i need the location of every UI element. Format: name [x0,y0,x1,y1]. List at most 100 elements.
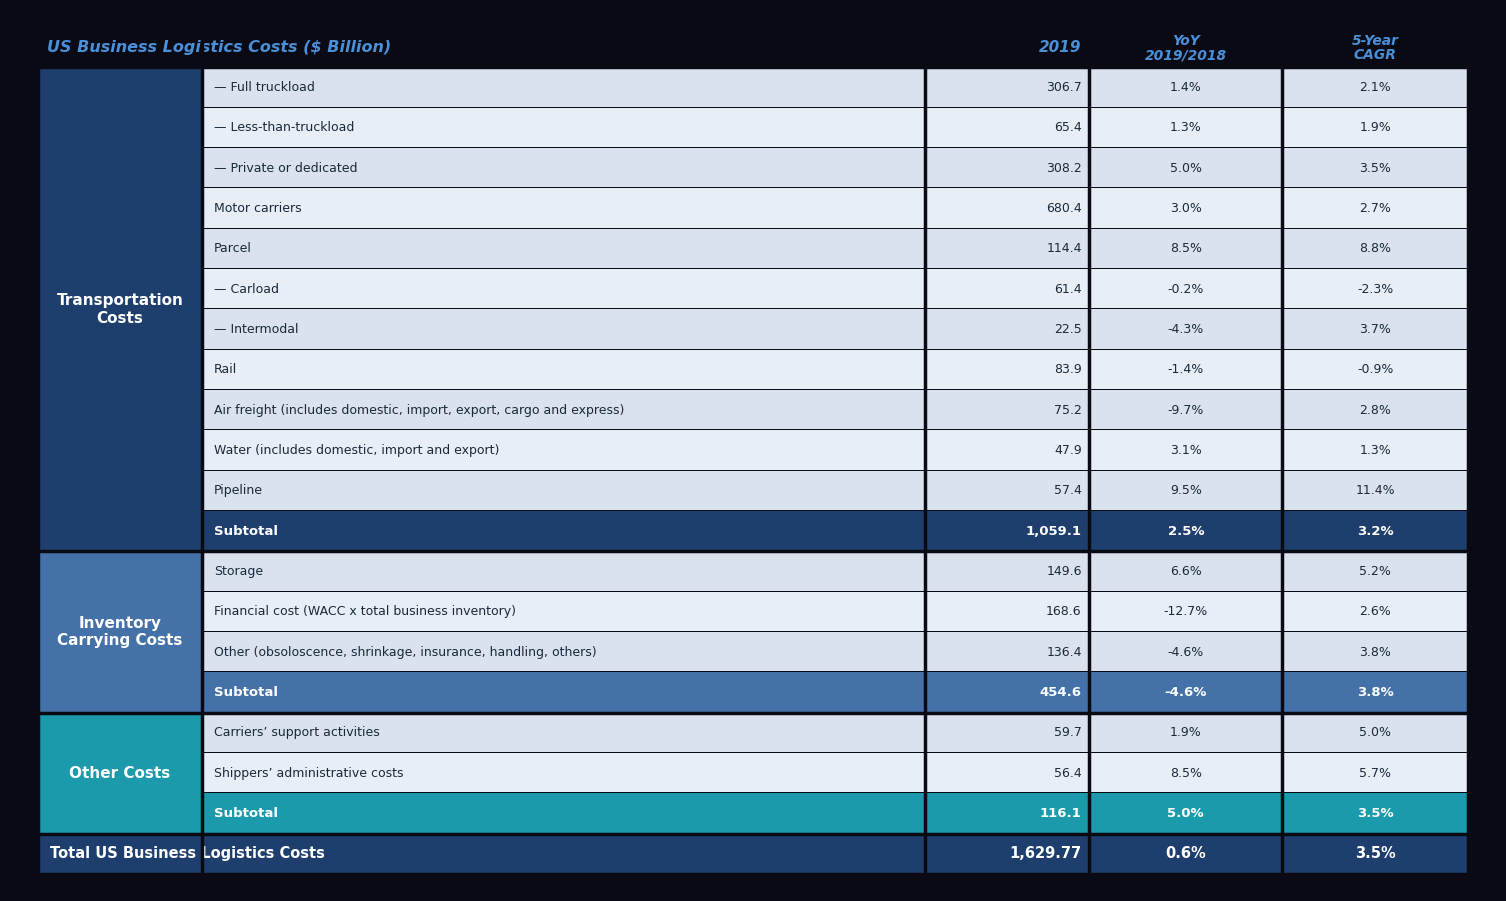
Text: Other (obsoloscence, shrinkage, insurance, handling, others): Other (obsoloscence, shrinkage, insuranc… [214,646,596,659]
Text: 2019/2018: 2019/2018 [1145,49,1227,62]
Text: 5.0%: 5.0% [1167,807,1205,820]
Text: 3.8%: 3.8% [1357,686,1393,699]
Text: 5.0%: 5.0% [1170,161,1202,175]
Bar [202,68,1468,108]
Bar [202,511,1468,551]
Text: 3.1%: 3.1% [1170,444,1202,457]
Text: 8.5%: 8.5% [1170,767,1202,779]
Text: Financial cost (WACC x total business inventory): Financial cost (WACC x total business in… [214,605,517,618]
Text: 3.0%: 3.0% [1170,202,1202,215]
Text: Carriers’ support activities: Carriers’ support activities [214,726,380,740]
Bar [202,793,1468,833]
Text: Rail: Rail [214,363,238,377]
Text: Transportation
Costs: Transportation Costs [57,293,184,325]
Text: 2019: 2019 [1039,40,1081,55]
Text: 149.6: 149.6 [1047,565,1081,578]
Text: 3.5%: 3.5% [1355,846,1396,861]
Text: 168.6: 168.6 [1047,605,1081,618]
Bar [202,108,1468,148]
Text: Subtotal: Subtotal [214,524,279,538]
Bar [38,27,1468,68]
Text: 2.7%: 2.7% [1360,202,1392,215]
Bar [202,469,1468,470]
Bar [202,431,1468,470]
Bar [202,269,1468,309]
Text: 5-Year: 5-Year [1352,34,1399,48]
Bar [202,591,1468,592]
Text: -1.4%: -1.4% [1167,363,1203,377]
Bar [202,631,1468,632]
Text: -12.7%: -12.7% [1164,605,1208,618]
Bar [202,671,1468,672]
Text: 1,629.77: 1,629.77 [1009,846,1081,861]
Text: 308.2: 308.2 [1047,161,1081,175]
Bar [202,148,1468,188]
Text: 6.6%: 6.6% [1170,565,1202,578]
Text: 22.5: 22.5 [1054,323,1081,336]
Text: 75.2: 75.2 [1054,404,1081,416]
Text: Subtotal: Subtotal [214,807,279,820]
Text: 2.1%: 2.1% [1360,81,1392,94]
Text: 114.4: 114.4 [1047,242,1081,255]
Text: 3.5%: 3.5% [1360,161,1392,175]
Text: Total US Business Logistics Costs: Total US Business Logistics Costs [50,846,325,861]
Text: -2.3%: -2.3% [1357,283,1393,296]
Text: 9.5%: 9.5% [1170,485,1202,497]
Text: — Private or dedicated: — Private or dedicated [214,161,358,175]
Text: YoY: YoY [1172,34,1200,48]
Bar [202,229,1468,269]
Bar [202,753,1468,793]
Bar [202,792,1468,793]
Bar [38,551,202,713]
Text: 3.2%: 3.2% [1357,524,1393,538]
Text: 61.4: 61.4 [1054,283,1081,296]
Bar [202,551,1468,592]
Bar [202,470,1468,511]
Bar [38,713,202,833]
Bar [202,390,1468,431]
Text: 680.4: 680.4 [1047,202,1081,215]
Text: -0.9%: -0.9% [1357,363,1393,377]
Text: — Less-than-truckload: — Less-than-truckload [214,122,354,134]
Text: 3.7%: 3.7% [1360,323,1392,336]
Text: Shippers’ administrative costs: Shippers’ administrative costs [214,767,404,779]
Text: 8.8%: 8.8% [1360,242,1392,255]
Text: 2.5%: 2.5% [1167,524,1203,538]
Text: — Intermodal: — Intermodal [214,323,298,336]
Text: 5.0%: 5.0% [1360,726,1392,740]
Text: 2.6%: 2.6% [1360,605,1392,618]
Text: 5.2%: 5.2% [1360,565,1392,578]
Text: -9.7%: -9.7% [1167,404,1203,416]
Text: 1,059.1: 1,059.1 [1026,524,1081,538]
Bar [202,308,1468,309]
Text: US Business Logistics Costs ($ Billion): US Business Logistics Costs ($ Billion) [47,40,392,55]
Text: 1.3%: 1.3% [1360,444,1392,457]
Bar [202,672,1468,713]
Text: Motor carriers: Motor carriers [214,202,301,215]
Bar [202,632,1468,672]
Text: Storage: Storage [214,565,264,578]
Text: 3.5%: 3.5% [1357,807,1393,820]
Text: — Carload: — Carload [214,283,279,296]
Text: 57.4: 57.4 [1054,485,1081,497]
Text: — Full truckload: — Full truckload [214,81,315,94]
Text: Parcel: Parcel [214,242,252,255]
Bar [38,833,1468,874]
Bar [202,187,1468,188]
Text: 59.7: 59.7 [1054,726,1081,740]
Text: Air freight (includes domestic, import, export, cargo and express): Air freight (includes domestic, import, … [214,404,625,416]
Text: Pipeline: Pipeline [214,485,264,497]
Text: 454.6: 454.6 [1039,686,1081,699]
Bar [202,592,1468,632]
Text: 1.3%: 1.3% [1170,122,1202,134]
Text: -4.3%: -4.3% [1167,323,1203,336]
Bar [202,389,1468,390]
Text: 1.9%: 1.9% [1360,122,1392,134]
Bar [202,713,1468,753]
Text: -0.2%: -0.2% [1167,283,1203,296]
Text: 11.4%: 11.4% [1355,485,1395,497]
Text: 5.7%: 5.7% [1360,767,1392,779]
Text: 47.9: 47.9 [1054,444,1081,457]
Text: 136.4: 136.4 [1047,646,1081,659]
Text: 56.4: 56.4 [1054,767,1081,779]
